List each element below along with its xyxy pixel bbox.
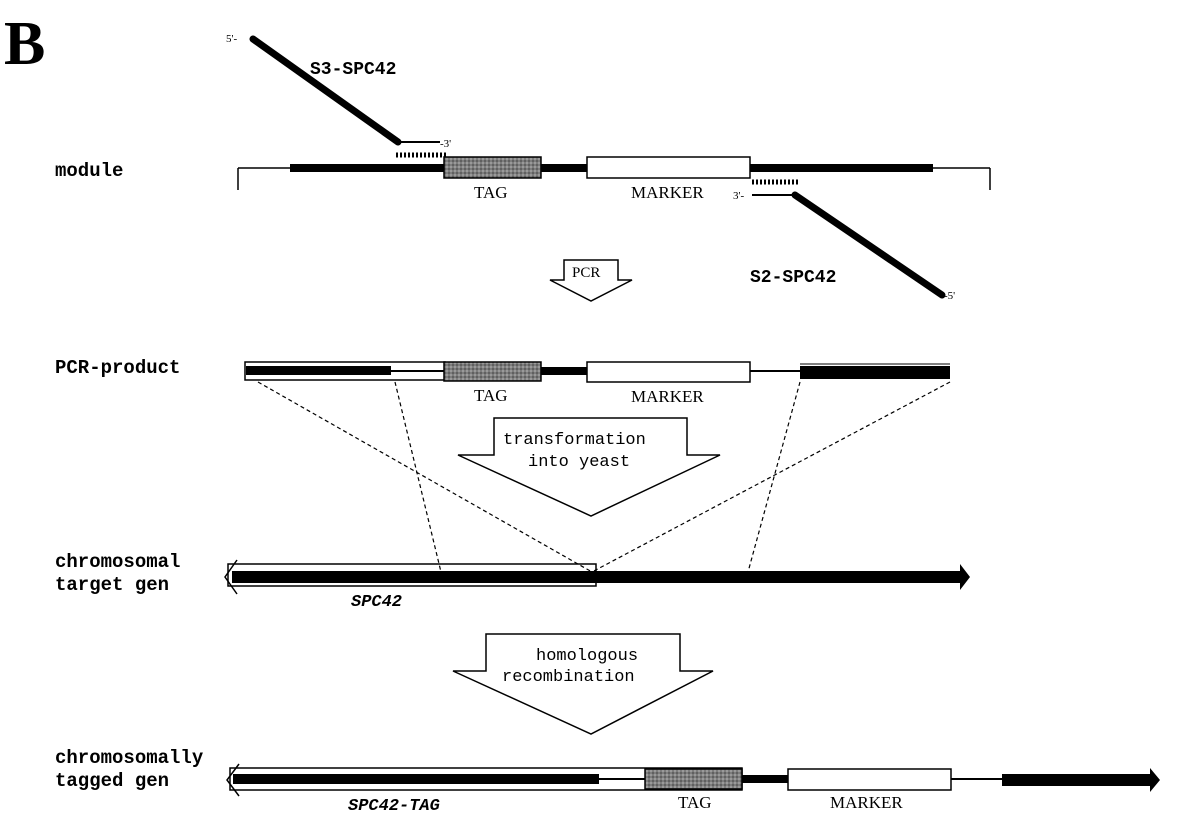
transformation-arrow (457, 417, 721, 517)
tagged-downstream-arrow (1002, 768, 1160, 792)
primer-s3 (249, 35, 446, 158)
row-label-pcr-product: PCR-product (55, 357, 180, 379)
primer-s2 (752, 179, 946, 299)
pcr-linker (541, 367, 587, 375)
tagged-tag-label: TAG (678, 793, 712, 812)
module-marker (586, 156, 751, 179)
row-label-tagged-1: chromosomally (55, 747, 204, 769)
tagged-tag (644, 768, 743, 790)
primer-s3-label: S3-SPC42 (310, 60, 396, 80)
tagged-gene-left-cap (226, 763, 240, 797)
module-right-homology (750, 164, 933, 172)
tagged-marker-label: MARKER (830, 793, 903, 812)
primer-s2-label: S2-SPC42 (750, 268, 836, 288)
row-label-tagged-2: tagged gen (55, 770, 169, 792)
recombination-guides (257, 381, 951, 573)
target-gene-name: SPC42 (351, 593, 402, 612)
recombination-label-2: recombination (502, 668, 635, 687)
row-label-chromosomal-1: chromosomal (55, 551, 180, 573)
pcr-marker-label: MARKER (631, 387, 704, 406)
tagged-linker (742, 775, 788, 783)
row-label-chromosomal-2: target gen (55, 574, 169, 596)
pcr-arrow-label: PCR (572, 265, 600, 281)
pcr-left-homology-bar (246, 366, 391, 375)
primer-s3-5prime: 5'- (226, 33, 237, 45)
recombination-label-1: homologous (536, 647, 638, 666)
transformation-label-2: into yeast (528, 453, 630, 472)
panel-label: B (4, 10, 45, 78)
tagged-gene-name: SPC42-TAG (348, 797, 440, 816)
primer-s2-3prime: 3'- (733, 190, 744, 202)
pcr-tag (443, 361, 542, 382)
module-tag (443, 156, 542, 179)
transformation-label-1: transformation (503, 431, 646, 450)
module-tag-label: TAG (474, 183, 508, 202)
module-left-homology (290, 164, 444, 172)
row-label-module: module (55, 160, 123, 182)
target-spc42-box (227, 563, 597, 587)
target-gene-arrow (232, 564, 970, 590)
target-gene-left-cap (224, 559, 238, 595)
module-marker-label: MARKER (631, 183, 704, 202)
tagged-marker (787, 768, 952, 791)
primer-s2-5prime: -5' (944, 290, 955, 302)
pcr-marker (586, 361, 751, 383)
tagged-spc42-bar (233, 774, 599, 784)
module-linker (541, 164, 587, 172)
pcr-tag-label: TAG (474, 386, 508, 405)
primer-s3-3prime: -3' (440, 138, 451, 150)
pcr-right-homology-bar (800, 366, 950, 379)
recombination-arrow (452, 633, 714, 735)
pcr-arrow (549, 259, 633, 302)
